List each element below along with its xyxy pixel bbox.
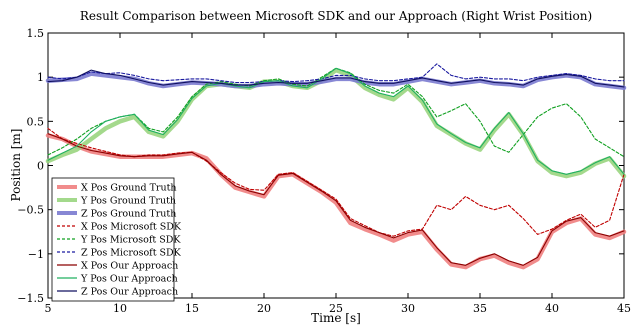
x-tick-label: 20 [257,302,271,315]
y-tick-label: 1.5 [27,27,45,40]
y-tick-label: 0 [37,160,44,173]
x-tick-label: 15 [185,302,199,315]
series-line-x-pos-ground-truth [45,133,627,270]
x-axis-label: Time [s] [311,311,361,325]
series-layer [45,63,627,270]
x-tick-label: 25 [329,302,343,315]
legend-label: Z Pos Ground Truth [81,209,176,220]
legend: X Pos Ground Truth Y Pos Ground Truth Z Po… [51,177,182,302]
legend-label: Y Pos Our Approach [80,274,178,285]
y-tick-label: 0.5 [27,115,45,128]
legend-label: X Pos Ground Truth [81,183,177,194]
series-line-x-pos-microsoft-sdk [47,127,625,237]
y-tick-label: 1 [37,71,44,84]
y-tick-label: −1.5 [17,292,44,305]
y-axis-label: Position [m] [9,129,23,202]
legend-label: Y Pos Microsoft SDK [80,235,181,246]
series-line-z-pos-microsoft-sdk [47,63,625,84]
y-tick-label: −0.5 [17,204,44,217]
x-tick-label: 40 [545,302,559,315]
x-tick-label: 45 [617,302,631,315]
x-axis: 5 10 15 20 25 30 35 40 45 [45,33,631,315]
legend-label: X Pos Our Approach [81,261,178,272]
x-tick-label: 30 [401,302,415,315]
legend-label: Z Pos Microsoft SDK [81,248,182,259]
x-tick-label: 5 [45,302,52,315]
legend-label: Z Pos Our Approach [81,287,178,298]
legend-label: Y Pos Ground Truth [80,196,176,207]
x-tick-label: 35 [473,302,487,315]
x-tick-label: 10 [113,302,127,315]
chart-title: Result Comparison between Microsoft SDK … [80,9,592,23]
series-line-x-pos-our-approach [47,133,625,266]
legend-label: X Pos Microsoft SDK [81,222,182,233]
series-line-y-pos-our-approach [47,67,625,175]
series-line-z-pos-our-approach [47,69,625,88]
y-tick-label: −1 [28,248,44,261]
